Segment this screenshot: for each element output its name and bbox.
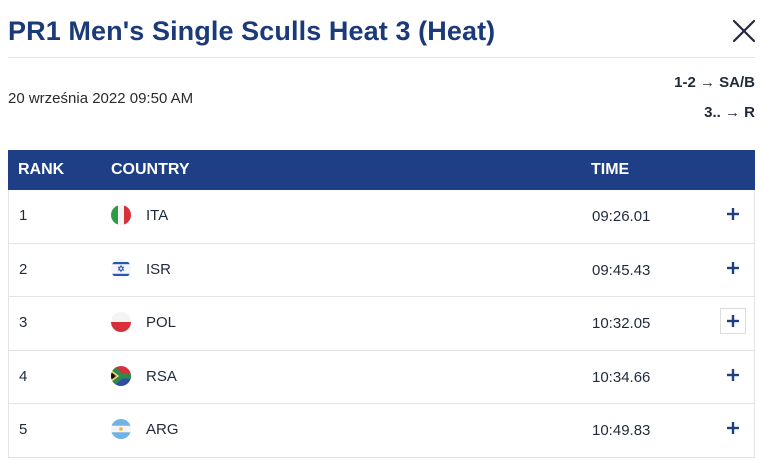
column-header-time: TIME <box>591 161 630 178</box>
modal-header: PR1 Men's Single Sculls Heat 3 (Heat) <box>0 0 763 64</box>
poland-flag-icon <box>111 312 131 333</box>
table-row: 1 ITA 09:26.01 <box>8 190 755 244</box>
rank-cell: 3 <box>19 314 28 332</box>
time-cell: 10:32.05 <box>592 315 651 333</box>
country-cell: ARG <box>146 421 179 439</box>
table-row: 5 ARG 10:49.83 <box>8 404 755 458</box>
column-header-country: COUNTRY <box>111 161 190 178</box>
rank-cell: 5 <box>19 421 28 439</box>
header-divider <box>8 57 755 58</box>
country-cell: ITA <box>146 207 169 224</box>
close-icon <box>732 19 756 43</box>
south-africa-flag-icon <box>111 365 131 386</box>
expand-row-button[interactable] <box>720 308 746 335</box>
results-table: RANK COUNTRY TIME 1 ITA 09:26.01 2 <box>8 150 755 458</box>
table-row: 4 RSA 10:34.66 <box>8 350 755 405</box>
close-button[interactable] <box>729 16 759 46</box>
time-cell: 10:34.66 <box>592 368 651 386</box>
israel-flag-icon <box>111 258 131 279</box>
race-datetime: 20 września 2022 09:50 AM <box>8 90 194 107</box>
table-row: 2 ISR 09:45.43 <box>8 243 755 298</box>
plus-icon <box>727 315 739 328</box>
rank-cell: 2 <box>19 260 28 278</box>
expand-row-button[interactable] <box>720 415 746 441</box>
argentina-flag-icon <box>111 419 131 440</box>
qualification-rule: 3.. → R <box>704 104 755 121</box>
time-cell: 09:45.43 <box>592 261 651 279</box>
expand-row-button[interactable] <box>720 255 746 281</box>
plus-icon <box>727 208 739 220</box>
qualification-rule: 1-2 → SA/B <box>674 74 755 91</box>
expand-row-button[interactable] <box>720 201 746 227</box>
table-row: 3 POL 10:32.05 <box>8 297 755 351</box>
page-title: PR1 Men's Single Sculls Heat 3 (Heat) <box>8 16 496 46</box>
rank-cell: 4 <box>19 367 28 385</box>
italy-flag-icon <box>111 205 131 225</box>
country-cell: ISR <box>146 260 172 278</box>
country-cell: RSA <box>146 367 177 385</box>
expand-row-button[interactable] <box>720 362 746 388</box>
time-cell: 10:49.83 <box>592 422 651 440</box>
plus-icon <box>727 368 739 381</box>
plus-icon <box>727 422 739 435</box>
time-cell: 09:26.01 <box>592 208 651 225</box>
plus-icon <box>727 261 739 274</box>
table-header: RANK COUNTRY TIME <box>8 150 755 190</box>
column-header-rank: RANK <box>18 161 65 178</box>
rank-cell: 1 <box>19 207 28 224</box>
country-cell: POL <box>146 314 177 332</box>
